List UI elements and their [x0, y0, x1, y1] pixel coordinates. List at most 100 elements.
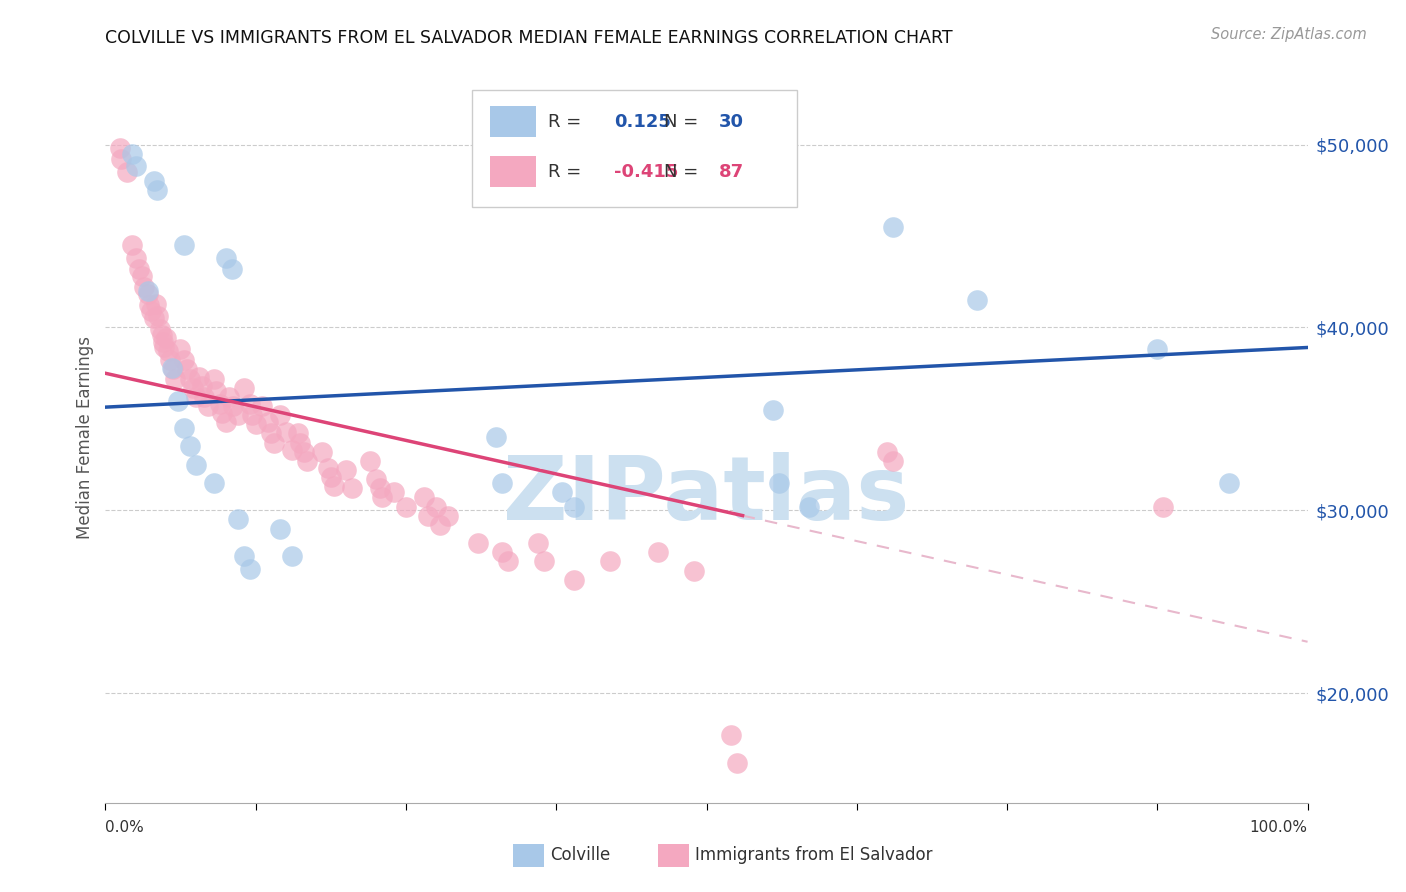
Point [256, 416, 278, 430]
Point [882, 219, 904, 234]
Point [269, 521, 291, 535]
Point [413, 491, 436, 505]
Point [179, 371, 201, 385]
Point [150, 327, 173, 342]
Point [205, 384, 228, 399]
Point [142, 174, 165, 188]
Point [274, 425, 297, 439]
Point [202, 371, 225, 385]
Text: 0.0%: 0.0% [105, 821, 145, 835]
Text: 87: 87 [718, 162, 744, 180]
Point [162, 362, 184, 376]
Point [214, 416, 236, 430]
Point [193, 390, 215, 404]
Text: COLVILLE VS IMMIGRANTS FROM EL SALVADOR MEDIAN FEMALE EARNINGS CORRELATION CHART: COLVILLE VS IMMIGRANTS FROM EL SALVADOR … [105, 29, 953, 46]
Text: Immigrants from El Salvador: Immigrants from El Salvador [695, 846, 932, 863]
Point [496, 554, 519, 568]
Point [297, 454, 319, 468]
Point [159, 353, 181, 368]
Point [152, 334, 174, 349]
Point [437, 508, 460, 523]
Point [184, 390, 207, 404]
Point [226, 408, 249, 422]
Point [148, 322, 170, 336]
Point [138, 298, 160, 312]
Point [260, 426, 283, 441]
Point [124, 160, 146, 174]
Point [281, 442, 304, 457]
Point [136, 287, 159, 301]
Point [491, 545, 513, 559]
Point [263, 435, 285, 450]
Text: ZIPatlas: ZIPatlas [503, 452, 910, 539]
Point [335, 463, 357, 477]
Text: 0.125: 0.125 [614, 112, 671, 131]
Point [222, 399, 245, 413]
Text: Colville: Colville [550, 846, 610, 863]
FancyBboxPatch shape [491, 106, 536, 137]
Point [121, 146, 143, 161]
Point [121, 238, 143, 252]
Point [725, 756, 748, 770]
Point [485, 430, 508, 444]
Point [551, 485, 574, 500]
Point [136, 284, 159, 298]
Point [316, 461, 339, 475]
Point [425, 500, 447, 514]
Point [382, 485, 405, 500]
Point [533, 554, 555, 568]
Point [153, 341, 176, 355]
Point [797, 500, 820, 514]
Point [287, 426, 309, 441]
Point [221, 261, 243, 276]
Text: N =: N = [665, 112, 699, 131]
Point [359, 454, 381, 468]
Point [218, 390, 240, 404]
Point [214, 251, 236, 265]
Point [239, 562, 262, 576]
Point [250, 399, 273, 413]
FancyBboxPatch shape [491, 156, 536, 187]
Point [720, 728, 742, 742]
Text: -0.415: -0.415 [614, 162, 678, 180]
Point [124, 251, 146, 265]
Point [139, 304, 162, 318]
Text: R =: R = [548, 112, 581, 131]
Point [876, 444, 898, 458]
Point [239, 397, 262, 411]
Point [562, 573, 585, 587]
Point [240, 408, 263, 422]
FancyBboxPatch shape [472, 90, 797, 207]
Point [232, 549, 254, 563]
Point [1146, 343, 1168, 357]
Point [211, 406, 233, 420]
Text: N =: N = [665, 162, 699, 180]
Point [762, 402, 785, 417]
Text: 100.0%: 100.0% [1250, 821, 1308, 835]
Point [131, 269, 153, 284]
Point [115, 165, 138, 179]
Point [108, 141, 131, 155]
Point [281, 549, 304, 563]
Point [202, 475, 225, 490]
Y-axis label: Median Female Earnings: Median Female Earnings [76, 335, 94, 539]
Point [321, 470, 343, 484]
Point [128, 261, 150, 276]
Point [768, 475, 790, 490]
Point [368, 481, 391, 495]
Point [269, 408, 291, 422]
Point [173, 238, 195, 252]
Point [146, 183, 169, 197]
Point [340, 481, 363, 495]
Point [148, 310, 170, 324]
Point [364, 472, 387, 486]
Point [208, 397, 231, 411]
Point [155, 331, 177, 345]
Point [173, 353, 195, 368]
Point [142, 311, 165, 326]
Point [311, 444, 333, 458]
Point [232, 381, 254, 395]
Point [395, 500, 418, 514]
Point [190, 379, 212, 393]
Point [1218, 475, 1240, 490]
